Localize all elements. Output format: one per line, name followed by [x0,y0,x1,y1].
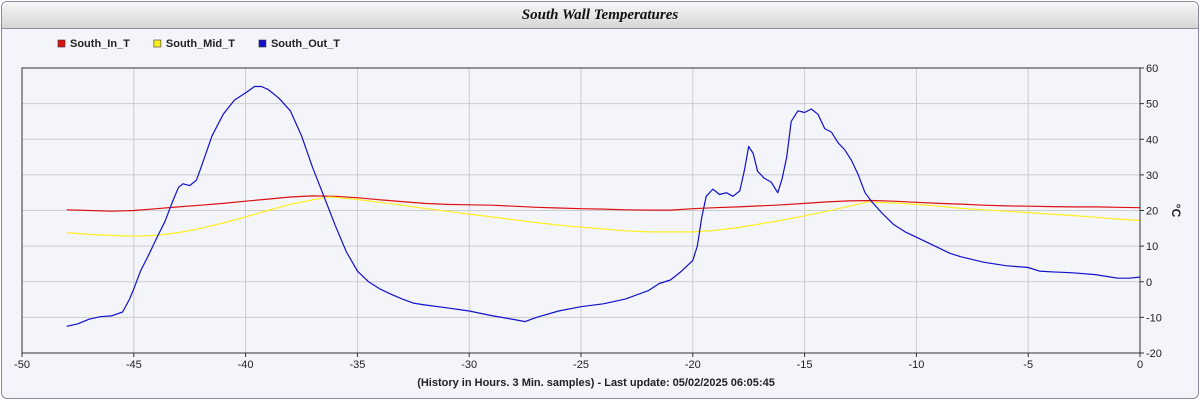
legend-label: South_Mid_T [166,38,235,50]
series-line-south-in-t [66,195,1141,212]
legend-label: South_Out_T [271,38,340,50]
grid-lines [21,67,1141,354]
x-tick-label: -5 [1023,359,1033,371]
y-axis-ticks: -20 -10 0 10 20 30 40 50 60 [1140,63,1162,360]
chart-title-bar: South Wall Temperatures [2,2,1198,29]
y-tick-label: 10 [1146,241,1158,253]
x-tick-label: -20 [685,359,701,371]
legend-label: South_In_T [70,38,130,50]
y-tick-label: 20 [1146,206,1158,218]
legend: South_In_T South_Mid_T South_Out_T [57,38,340,50]
chart-title: South Wall Temperatures [521,7,679,23]
x-tick-label: -45 [126,359,142,371]
y-tick-label: -20 [1146,348,1162,360]
x-tick-label: 0 [1137,359,1143,371]
series-line-south-mid-t [66,196,1141,237]
x-tick-label: -35 [349,359,365,371]
y-tick-label: 30 [1146,170,1158,182]
y-tick-label: 40 [1146,134,1158,146]
legend-swatch [258,39,267,48]
x-tick-label: -25 [573,359,589,371]
legend-swatch [153,39,162,48]
y-tick-label: -10 [1146,312,1162,324]
y-tick-label: 50 [1146,99,1158,111]
legend-swatch [57,39,66,48]
x-tick-label: -40 [238,359,254,371]
y-tick-label: 0 [1146,277,1152,289]
y-tick-label: 60 [1146,63,1158,75]
series-lines [66,85,1141,327]
x-tick-label: -50 [14,359,30,371]
x-tick-label: -10 [908,359,924,371]
x-axis-ticks: -50 -45 -40 -35 -30 -25 -20 -15 -10 -5 0 [14,353,1143,371]
y-axis-unit-label: °C [1169,204,1183,218]
chart-footer: (History in Hours. 3 Min. samples) - Las… [417,377,775,389]
x-tick-label: -30 [461,359,477,371]
x-tick-label: -15 [797,359,813,371]
series-line-south-out-t [66,85,1141,327]
